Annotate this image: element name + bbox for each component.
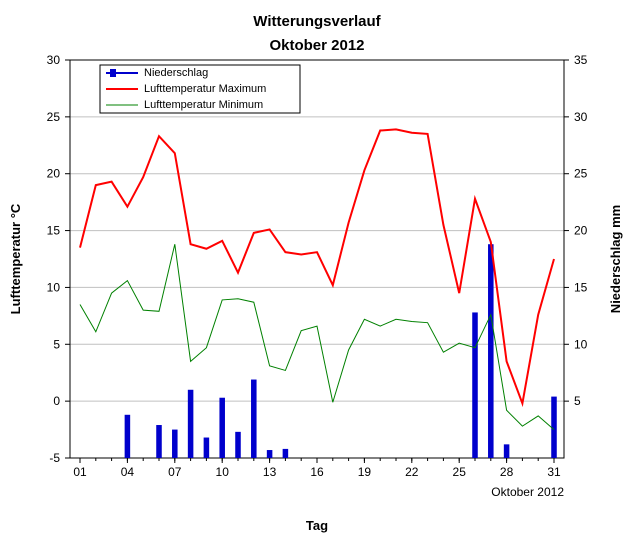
legend: Niederschlag Lufttemperatur Maximum Luftte… bbox=[100, 65, 300, 113]
chart-footer: Oktober 2012 bbox=[491, 485, 564, 499]
svg-text:15: 15 bbox=[574, 280, 588, 294]
svg-text:20: 20 bbox=[574, 224, 588, 238]
svg-text:19: 19 bbox=[358, 465, 372, 479]
svg-text:28: 28 bbox=[500, 465, 514, 479]
svg-text:25: 25 bbox=[574, 167, 588, 181]
weather-chart: Witterungsverlauf Oktober 2012 -5 0 5 10 15 20 2… bbox=[0, 0, 634, 538]
svg-text:16: 16 bbox=[310, 465, 324, 479]
chart-svg: Witterungsverlauf Oktober 2012 -5 0 5 10 15 20 2… bbox=[0, 0, 634, 538]
svg-text:01: 01 bbox=[73, 465, 87, 479]
svg-text:-5: -5 bbox=[49, 451, 60, 465]
svg-text:25: 25 bbox=[47, 110, 61, 124]
svg-text:07: 07 bbox=[168, 465, 182, 479]
precip-bar bbox=[283, 449, 289, 458]
svg-text:31: 31 bbox=[547, 465, 561, 479]
legend-label: Niederschlag bbox=[144, 67, 208, 79]
precip-bar bbox=[504, 444, 510, 458]
temp-line bbox=[80, 129, 554, 403]
precip-bar bbox=[267, 450, 273, 458]
svg-text:5: 5 bbox=[53, 337, 60, 351]
precip-bar bbox=[204, 438, 210, 458]
svg-text:5: 5 bbox=[574, 394, 581, 408]
svg-text:20: 20 bbox=[47, 167, 61, 181]
chart-title: Witterungsverlauf bbox=[253, 13, 381, 30]
precip-bar bbox=[219, 398, 225, 458]
svg-text:04: 04 bbox=[121, 465, 135, 479]
precip-bar bbox=[172, 430, 178, 458]
temp-line bbox=[80, 244, 554, 429]
legend-label: Lufttemperatur Minimum bbox=[144, 99, 263, 111]
svg-text:30: 30 bbox=[47, 53, 61, 67]
precip-bar bbox=[488, 244, 494, 458]
precip-bar bbox=[188, 390, 194, 458]
svg-text:30: 30 bbox=[574, 110, 588, 124]
precip-bar bbox=[472, 312, 478, 458]
svg-text:10: 10 bbox=[47, 280, 61, 294]
chart-subtitle: Oktober 2012 bbox=[269, 37, 364, 54]
svg-text:0: 0 bbox=[53, 394, 60, 408]
precip-bar bbox=[251, 380, 257, 458]
svg-text:10: 10 bbox=[216, 465, 230, 479]
ylabel-right: Niederschlag mm bbox=[608, 205, 623, 313]
precip-bar bbox=[125, 415, 131, 458]
precip-bar bbox=[156, 425, 162, 458]
svg-text:25: 25 bbox=[453, 465, 467, 479]
xlabel: Tag bbox=[306, 518, 328, 533]
precip-bar bbox=[235, 432, 241, 458]
svg-text:22: 22 bbox=[405, 465, 419, 479]
svg-text:10: 10 bbox=[574, 337, 588, 351]
svg-text:15: 15 bbox=[47, 224, 61, 238]
svg-text:35: 35 bbox=[574, 53, 588, 67]
legend-label: Lufttemperatur Maximum bbox=[144, 83, 266, 95]
svg-text:13: 13 bbox=[263, 465, 277, 479]
ylabel-left: Lufttemperatur °C bbox=[8, 203, 23, 314]
